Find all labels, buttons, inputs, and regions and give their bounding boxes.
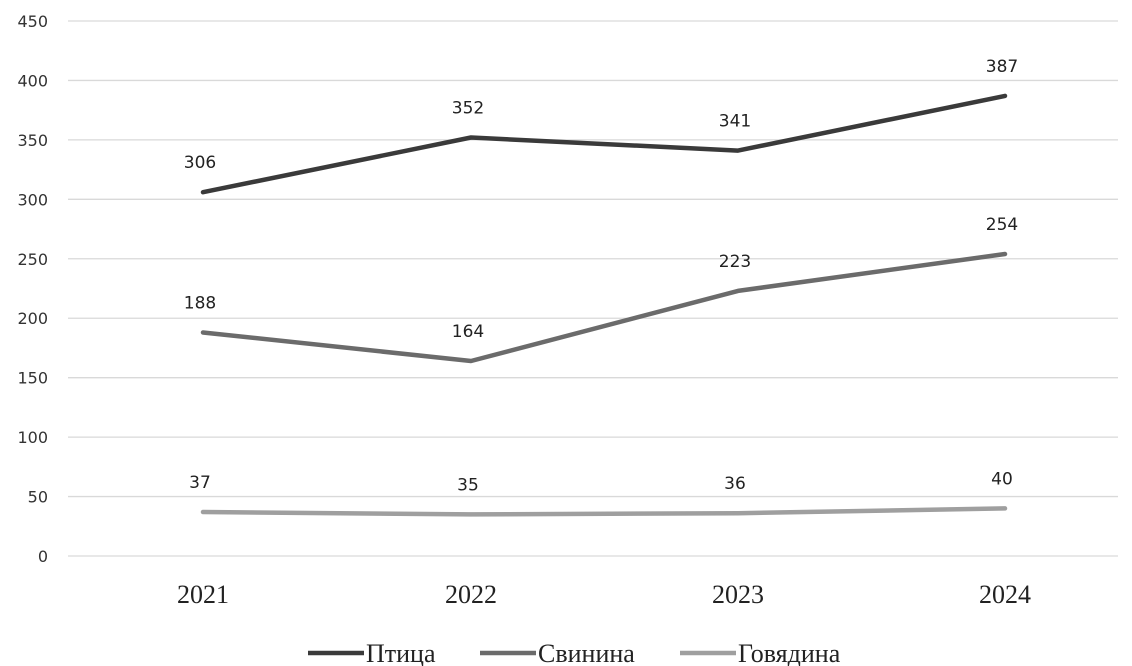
y-tick-label: 450 (17, 12, 48, 31)
data-label: 188 (184, 293, 216, 313)
legend-label: Птица (366, 639, 436, 666)
series-line-2 (200, 251, 1008, 364)
y-tick-label: 50 (28, 488, 48, 507)
y-tick-label: 100 (17, 428, 48, 447)
gridlines (68, 20, 1118, 557)
x-tick-label-2022: 2022 (445, 580, 497, 609)
x-axis-ticks: 2021 2022 2023 2024 (177, 580, 1031, 609)
data-label: 40 (991, 469, 1013, 489)
x-tick-label-2023: 2023 (712, 580, 764, 609)
y-tick-label: 0 (38, 547, 48, 566)
legend-item-2: Свинина (480, 639, 635, 666)
y-tick-label: 150 (17, 369, 48, 388)
y-tick-label: 300 (17, 190, 48, 209)
data-label: 254 (986, 215, 1018, 235)
y-tick-label: 400 (17, 71, 48, 90)
x-tick-label-2024: 2024 (979, 580, 1031, 609)
data-label: 35 (457, 475, 479, 495)
y-axis-ticks: 0 50 100 150 200 250 300 350 400 450 (17, 12, 48, 566)
data-label: 164 (452, 322, 484, 342)
data-label: 387 (986, 57, 1018, 77)
legend-label: Свинина (538, 639, 635, 666)
legend: Птица Свинина Говядина (308, 639, 841, 666)
series-line-3 (200, 506, 1008, 517)
data-label: 306 (184, 153, 216, 173)
x-tick-label-2021: 2021 (177, 580, 229, 609)
y-tick-label: 200 (17, 309, 48, 328)
data-label: 37 (189, 473, 211, 493)
data-label: 341 (719, 112, 751, 132)
series-lines (200, 93, 1008, 517)
data-label: 36 (724, 474, 746, 494)
data-labels: 306 352 341 387 188 164 223 254 37 35 36 40 (184, 57, 1018, 495)
y-tick-label: 250 (17, 250, 48, 269)
series-line-1 (200, 93, 1008, 195)
legend-label: Говядина (738, 639, 841, 666)
legend-item-1: Птица (308, 639, 436, 666)
data-label: 352 (452, 99, 484, 119)
data-label: 223 (719, 252, 751, 272)
y-tick-label: 350 (17, 131, 48, 150)
legend-item-3: Говядина (680, 639, 841, 666)
